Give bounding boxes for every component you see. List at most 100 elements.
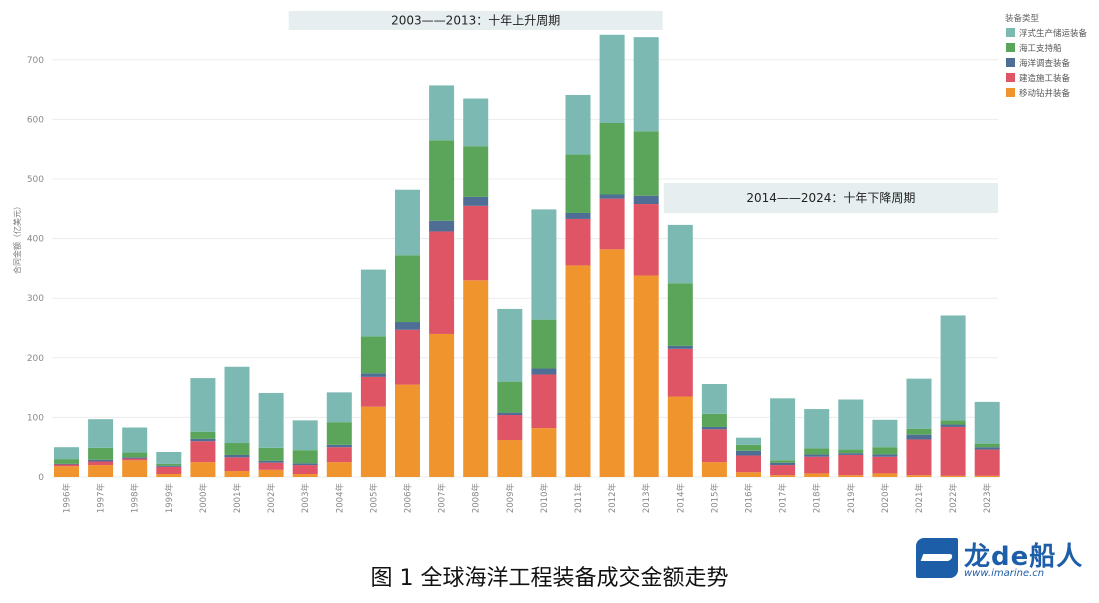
bar-segment: [940, 420, 966, 425]
bar-segment: [906, 434, 932, 440]
y-tick-label: 100: [27, 413, 44, 423]
bar-segment: [838, 453, 864, 455]
y-axis-label: 合同金额（亿美元）: [12, 202, 22, 274]
bar-segment: [54, 463, 79, 465]
bar-segment: [292, 465, 318, 475]
bar-segment: [190, 438, 216, 442]
bar-segment: [429, 231, 455, 334]
bar-segment: [122, 452, 148, 458]
bar-segment: [736, 455, 761, 473]
bar-segment: [565, 265, 591, 477]
x-axis-ticks: 1996年 1997年 1998年 1999年 2000年 2001年 2002年 2003年…: [62, 483, 994, 514]
x-tick-label: 2009年: [505, 483, 516, 514]
bar-segment: [258, 447, 284, 461]
logo-url: www.imarine.cn: [964, 568, 1045, 579]
bar-segment: [429, 85, 455, 141]
y-tick-label: 700: [27, 56, 44, 66]
bar-segment: [736, 437, 761, 445]
bar-segment: [54, 464, 79, 467]
bar-segment: [497, 308, 523, 382]
bar-segment: [463, 98, 489, 147]
bar-segment: [565, 218, 591, 266]
bar-segment: [429, 140, 455, 221]
bar-segment: [292, 420, 318, 451]
bar-segment: [667, 348, 693, 397]
x-tick-label: 1996年: [62, 483, 73, 514]
x-tick-label: 2000年: [198, 483, 209, 514]
bar-segment: [906, 378, 932, 429]
bar-segment: [940, 475, 966, 477]
x-tick-label: 1999年: [164, 483, 175, 514]
bar-segment: [258, 462, 284, 470]
annotation-banner: [288, 11, 663, 30]
bar-segment: [838, 454, 864, 476]
annotation-text: 2014——2024：十年下降周期: [746, 191, 915, 205]
bar-segment: [224, 471, 250, 477]
bar-segment: [156, 463, 182, 466]
bar-segment: [736, 444, 761, 451]
x-tick-label: 2021年: [914, 483, 925, 514]
bar-segment: [701, 426, 727, 430]
bar-segment: [88, 447, 114, 460]
annotation-text: 2003——2013：十年上升周期: [391, 14, 560, 28]
bar-segment: [701, 429, 727, 463]
bar-segment: [974, 447, 1000, 450]
bar-segment: [872, 473, 898, 477]
bar-segment: [156, 466, 182, 475]
bar-segment: [156, 474, 182, 477]
bar-segment: [88, 459, 114, 462]
bar-segment: [122, 427, 148, 453]
bar-segment: [838, 399, 864, 450]
legend-label: 浮式生产储运装备: [1019, 28, 1088, 39]
bar-segment: [667, 396, 693, 477]
bar-segment: [190, 441, 216, 463]
legend-swatch: [1006, 88, 1015, 97]
bar-segment: [395, 189, 420, 256]
x-tick-label: 1998年: [130, 483, 141, 514]
bar-segment: [770, 460, 796, 463]
bar-segment: [565, 154, 591, 213]
bar-segment: [531, 428, 557, 477]
x-tick-label: 2001年: [232, 483, 243, 514]
bar-segment: [633, 131, 659, 196]
bar-segment: [395, 322, 420, 330]
bar-segment: [497, 381, 523, 413]
bar-segment: [395, 329, 420, 385]
annotation-banners: 2003——2013：十年上升周期 2014——2024：十年下降周期: [288, 11, 998, 213]
bar-segment: [326, 444, 352, 448]
bar-segment: [599, 34, 625, 123]
x-tick-label: 2002年: [266, 483, 277, 514]
bar-segment: [463, 205, 489, 281]
legend-swatch: [1006, 43, 1015, 52]
bar-segment: [360, 336, 386, 374]
y-tick-label: 500: [27, 175, 44, 185]
bar-segment: [497, 415, 523, 441]
bar-segment: [531, 319, 557, 369]
bar-segment: [770, 465, 796, 476]
x-tick-label: 2014年: [675, 483, 686, 514]
x-tick-label: 2011年: [573, 483, 584, 514]
x-tick-label: 2017年: [778, 483, 789, 514]
bar-segment: [906, 475, 932, 477]
bar-segment: [667, 224, 693, 284]
y-axis-ticks: 0 100 200 300 400 500 600 700: [27, 56, 44, 483]
bar-segment: [88, 461, 114, 466]
legend-label: 移动钻井装备: [1019, 88, 1071, 99]
legend-swatch: [1006, 28, 1015, 37]
bar-segment: [872, 419, 898, 448]
bar-segment: [497, 440, 523, 477]
bar-segment: [804, 473, 830, 477]
x-tick-label: 2015年: [709, 483, 720, 514]
bar-segment: [258, 392, 284, 448]
annotation-banner: [663, 183, 998, 213]
bar-segment: [190, 431, 216, 439]
bar-segment: [292, 450, 318, 464]
x-tick-label: 2012年: [607, 483, 618, 514]
bar-segment: [224, 366, 250, 444]
bar-segment: [360, 373, 386, 377]
bar-segment: [463, 196, 489, 206]
bar-segment: [565, 94, 591, 155]
logo-name: 龙de船人: [964, 542, 1084, 572]
bar-segment: [701, 413, 727, 427]
